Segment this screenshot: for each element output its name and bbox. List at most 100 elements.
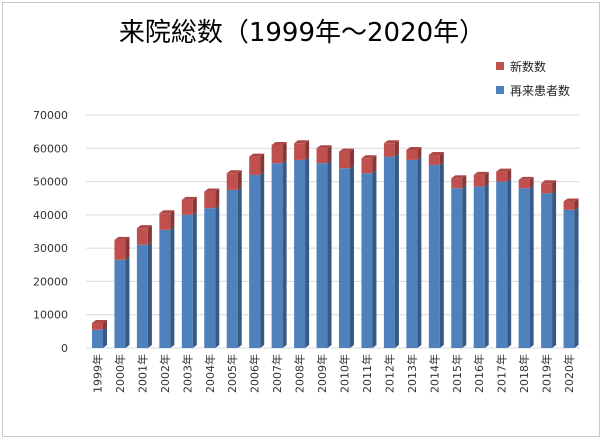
bar-segment-side <box>439 151 444 165</box>
x-tick-label: 2009年 <box>315 354 329 393</box>
bar-segment <box>518 188 530 348</box>
bar-segment-top <box>518 176 534 180</box>
bar-segment-top <box>114 236 130 240</box>
bar-segment-top <box>204 188 220 192</box>
bar-segment <box>473 174 485 187</box>
bar-segment <box>541 183 553 194</box>
bar-segment <box>451 178 463 189</box>
bar-segment-side <box>192 196 197 215</box>
bar-segment <box>383 143 395 157</box>
bar-segment <box>316 163 328 348</box>
x-tick-label: 2011年 <box>360 354 374 393</box>
bar-segment <box>159 229 171 348</box>
bar-segment-side <box>507 178 512 348</box>
x-tick-label: 2020年 <box>562 354 576 393</box>
bar-segment <box>339 168 350 348</box>
bar-segment-side <box>103 326 107 348</box>
bar-segment-top <box>563 198 579 202</box>
bar-segment <box>563 201 575 210</box>
bar-segment <box>204 191 216 209</box>
bar-segment <box>136 228 148 245</box>
bar-segment-side <box>507 168 512 182</box>
bar-segment-side <box>372 170 377 348</box>
bar-segment <box>361 173 373 348</box>
x-tick-label: 2015年 <box>450 354 464 393</box>
bar-segment <box>563 209 575 348</box>
bar-segment-top <box>496 168 512 172</box>
bar-segment <box>226 189 238 348</box>
bar-segment-side <box>327 145 332 164</box>
bar-segment-side <box>215 205 220 348</box>
bar-segment-side <box>305 156 310 348</box>
y-tick-label: 50000 <box>33 176 68 189</box>
x-tick-label: 1999年 <box>91 354 105 393</box>
bar-segment-top <box>473 171 489 175</box>
bar-segment-side <box>125 236 130 260</box>
y-tick-label: 40000 <box>33 209 68 222</box>
bar-segment <box>518 179 530 189</box>
bar-segment-top <box>159 210 175 214</box>
x-tick-label: 2010年 <box>338 354 352 393</box>
bar-segment-side <box>170 210 175 230</box>
bar-segment <box>339 151 350 169</box>
bar-segment-side <box>394 140 399 157</box>
bar-segment-side <box>327 160 332 348</box>
bar-segment <box>294 143 306 160</box>
bar-segment-side <box>462 175 467 189</box>
bar-segment <box>406 149 418 160</box>
x-tick-label: 2000年 <box>113 354 127 393</box>
bar-segment <box>92 329 103 348</box>
bar-segment-top <box>383 140 399 144</box>
x-tick-label: 2012年 <box>382 354 396 393</box>
bar-segment-side <box>484 171 489 187</box>
bar-segment-side <box>552 180 557 194</box>
bar-segment-top <box>339 148 354 152</box>
bar-segment <box>406 159 418 348</box>
bar-segment <box>114 239 126 260</box>
bar-segment-side <box>439 161 444 348</box>
bar-segment <box>159 213 171 230</box>
legend-swatch-new <box>496 62 504 70</box>
legend-item-new: 新数数 <box>496 54 570 78</box>
bar-segment-side <box>372 155 377 174</box>
bar-segment-side <box>103 320 107 330</box>
bar-segment <box>181 199 193 215</box>
bar-segment <box>249 156 261 175</box>
bar-segment <box>271 144 283 164</box>
bar-segment-side <box>552 190 557 348</box>
bar-segment-top <box>316 145 332 149</box>
x-tick-label: 2018年 <box>517 354 531 393</box>
bar-segment <box>361 158 373 174</box>
x-tick-label: 2004年 <box>203 354 217 393</box>
bar-segment-top <box>541 180 557 184</box>
y-tick-label: 60000 <box>33 142 68 155</box>
x-tick-label: 2006年 <box>248 354 262 393</box>
bar-segment-side <box>147 225 152 245</box>
y-tick-label: 70000 <box>33 109 68 122</box>
bar-segment-top <box>451 175 467 179</box>
bar-segment <box>271 163 283 348</box>
y-tick-label: 10000 <box>33 309 68 322</box>
bar-segment-top <box>181 196 197 200</box>
bar-segment <box>496 181 508 348</box>
bar-segment <box>473 186 485 348</box>
bar-segment-side <box>192 211 197 348</box>
bar-segment-top <box>136 225 152 229</box>
bar-segment-side <box>350 148 354 169</box>
bar-segment-top <box>226 170 242 174</box>
bar-segment-side <box>484 183 489 348</box>
bar-segment-side <box>417 156 422 348</box>
x-tick-label: 2014年 <box>427 354 441 393</box>
bar-segment-top <box>294 140 310 144</box>
bar-segment-side <box>260 171 265 348</box>
x-tick-label: 2016年 <box>472 354 486 393</box>
bar-segment <box>204 208 216 348</box>
x-tick-label: 2001年 <box>135 354 149 393</box>
bar-segment-side <box>574 206 579 348</box>
bar-segment-side <box>282 141 287 164</box>
x-tick-label: 2005年 <box>225 354 239 393</box>
bar-segment <box>114 259 126 348</box>
bar-segment-side <box>394 153 399 348</box>
y-tick-label: 0 <box>61 342 68 355</box>
bar-segment-side <box>462 185 467 348</box>
